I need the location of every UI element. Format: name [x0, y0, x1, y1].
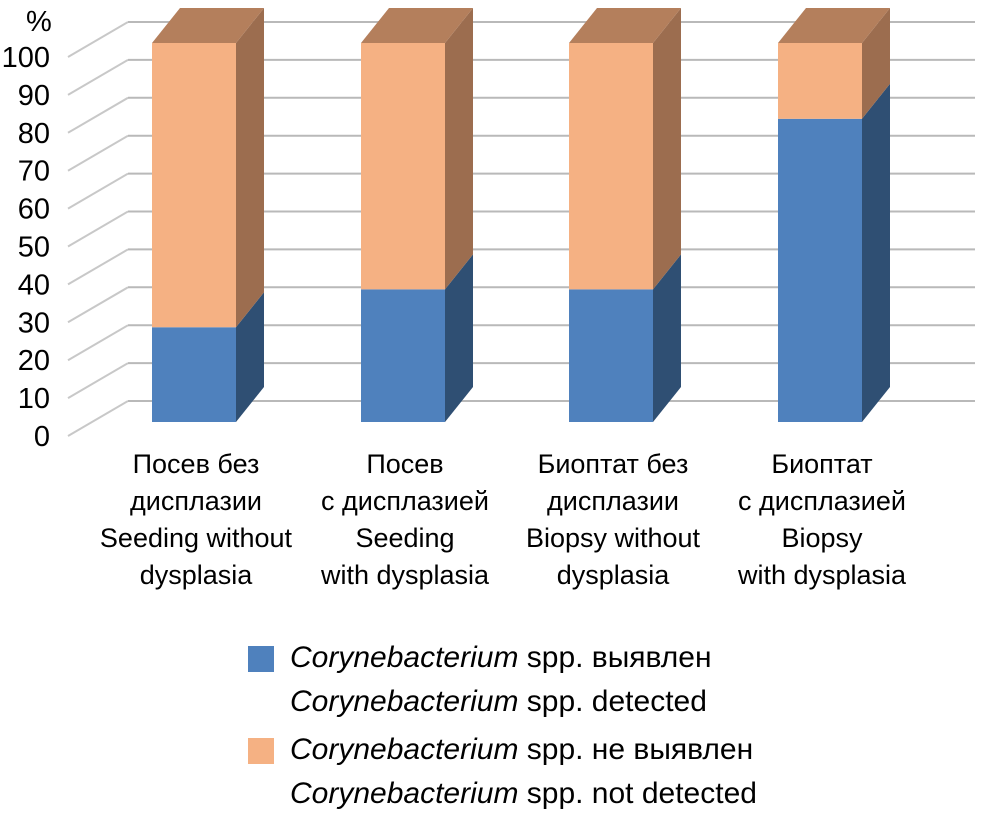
legend-text-part: spp. выявлен: [518, 641, 712, 674]
legend-text-part: spp. не выявлен: [518, 733, 754, 766]
x-category-label: Biopsy: [781, 523, 863, 553]
legend-text-part: Corynebacterium: [290, 641, 519, 674]
bar-segment-side: [862, 8, 890, 119]
y-tick-label: 60: [18, 194, 50, 226]
x-category-label: с дисплазией: [738, 486, 906, 516]
bar-top: [778, 8, 890, 43]
x-category-label: с дисплазией: [321, 486, 489, 516]
y-tick-label: 80: [18, 118, 50, 150]
bars: [152, 8, 890, 423]
bar-segment-side: [445, 8, 473, 290]
bar-segment-side: [445, 254, 473, 422]
bar-segment-side: [236, 292, 264, 422]
x-category-label: dysplasia: [557, 560, 671, 590]
gridline-depth: [67, 96, 129, 134]
legend-text-part: spp. not detected: [518, 777, 757, 810]
gridline-depth: [67, 248, 129, 286]
x-category-label: Биоптат: [771, 449, 872, 479]
legend-text-part: spp. detected: [518, 685, 707, 718]
y-tick-label: 10: [18, 383, 50, 415]
bar-segment-front: [778, 118, 862, 423]
legend-text-part: Corynebacterium: [290, 733, 519, 766]
bar-segment-front: [152, 43, 236, 328]
bar-segment-front: [569, 289, 653, 422]
gridline-depth: [67, 134, 129, 172]
gridline-depth: [67, 400, 129, 437]
gridline-depth: [67, 286, 129, 324]
y-axis-unit-label: %: [26, 6, 52, 38]
bar-segment-front: [361, 289, 445, 422]
y-tick-label: 20: [18, 345, 50, 377]
legend-swatch-detected: [248, 646, 274, 672]
x-category-label: Биоптат без: [538, 449, 689, 479]
bar-segment-front: [152, 327, 236, 422]
x-category-label: Посев: [366, 449, 443, 479]
x-category-label: Посев без: [133, 449, 260, 479]
x-category-label: with dysplasia: [320, 560, 490, 590]
x-category-label: with dysplasia: [737, 560, 907, 590]
y-tick-label: 100: [2, 42, 50, 74]
gridline-depth: [67, 210, 129, 248]
y-axis-ticks: 0 10 20 30 40 50 60 70 80 90 100: [2, 42, 50, 453]
bar-segment-side: [653, 254, 681, 422]
gridline-depth: [67, 362, 129, 399]
x-category-label: Seeding: [355, 523, 454, 553]
legend-label-detected: Corynebacterium spp. выявлен Corynebacte…: [290, 636, 712, 724]
bar-segment-side: [653, 8, 681, 290]
y-tick-label: 70: [18, 156, 50, 188]
gridline-depth: [67, 324, 129, 362]
x-category-label: Seeding without: [100, 523, 293, 553]
bar-top: [152, 8, 264, 43]
back-wall: [68, 0, 132, 436]
legend-swatch-not-detected: [248, 738, 274, 764]
legend: Corynebacterium spp. выявлен Corynebacte…: [248, 636, 968, 816]
bar-segment-side: [236, 8, 264, 328]
side-wall: [68, 0, 132, 436]
x-axis-category-labels: Посев без дисплазии Seeding without dysplas…: [100, 449, 907, 590]
gridline-depth: [67, 59, 129, 96]
x-category-label: dysplasia: [140, 560, 254, 590]
y-tick-label: 90: [18, 80, 50, 112]
bar-top: [361, 8, 473, 43]
bar-segment-front: [569, 43, 653, 290]
y-tick-label: 50: [18, 232, 50, 264]
legend-text-part: Corynebacterium: [290, 685, 519, 718]
bar-segment-side: [862, 83, 890, 423]
y-tick-label: 40: [18, 269, 50, 301]
y-tick-label: 0: [34, 421, 50, 453]
legend-label-not-detected: Corynebacterium spp. не выявлен Coryneba…: [290, 728, 757, 816]
gridline-depth: [67, 21, 129, 58]
x-category-label: дисплазии: [547, 486, 679, 516]
bar-segment-front: [361, 43, 445, 290]
x-category-label: дисплазии: [130, 486, 262, 516]
x-category-label: Biopsy without: [526, 523, 701, 553]
y-tick-label: 30: [18, 307, 50, 339]
bar-top: [569, 8, 681, 43]
legend-text-part: Corynebacterium: [290, 777, 519, 810]
gridline-depth: [67, 172, 129, 210]
bar-segment-front: [778, 43, 862, 119]
